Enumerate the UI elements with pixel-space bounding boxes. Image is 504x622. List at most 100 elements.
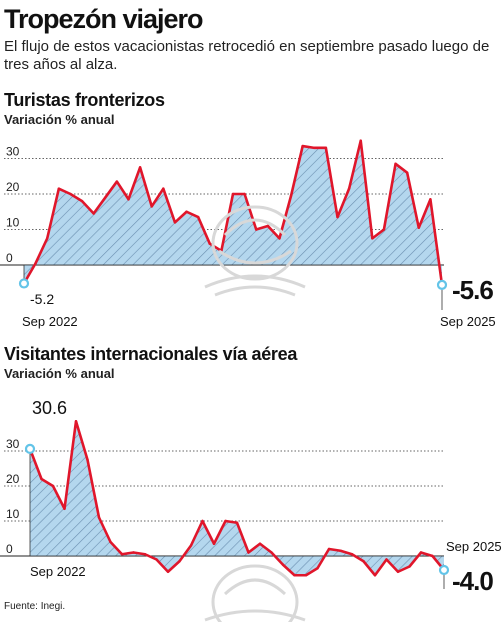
y-tick-label: 30 (6, 437, 20, 451)
data-point (385, 558, 388, 561)
data-point (417, 226, 420, 229)
data-point (74, 420, 78, 423)
eagle-seal-watermark-icon (204, 205, 306, 297)
data-point (86, 458, 89, 461)
source-note: Fuente: Inegi. (4, 601, 66, 612)
data-point (231, 192, 235, 196)
data-point (127, 198, 130, 201)
page-title: Tropezón viajero (4, 4, 204, 34)
y-tick-label: 10 (6, 216, 20, 230)
x-end-label: Sep 2025 (440, 314, 496, 329)
series-area (30, 421, 444, 576)
chart-1-title: Turistas fronterizos (4, 90, 165, 110)
data-point (40, 477, 43, 481)
data-point (316, 567, 319, 570)
data-point (243, 192, 246, 196)
start-marker (24, 443, 36, 455)
chart-2: 0 10 20 30 30.6 -4.0 Sep 2022 Sep 2025 (0, 398, 502, 596)
data-point (394, 162, 397, 166)
data-point (115, 180, 119, 183)
data-point (80, 199, 84, 203)
data-point (405, 171, 409, 174)
first-value-label: 30.6 (32, 398, 67, 418)
data-point (224, 519, 227, 523)
data-point (347, 187, 351, 190)
x-start-label: Sep 2022 (30, 564, 86, 579)
data-point (359, 139, 362, 142)
data-point (208, 242, 211, 245)
data-point (143, 553, 147, 556)
data-point (304, 574, 308, 577)
data-point (63, 507, 66, 510)
data-point (371, 237, 374, 240)
eagle-seal-watermark-icon (204, 564, 306, 622)
data-point (109, 540, 112, 544)
data-point (212, 542, 216, 545)
end-marker (438, 564, 450, 576)
data-point (293, 574, 296, 577)
data-point (92, 212, 95, 215)
data-point (57, 187, 61, 190)
y-tick-label: 30 (6, 145, 20, 159)
data-point (408, 565, 411, 568)
data-point (373, 574, 377, 577)
data-point (429, 198, 432, 201)
data-point (201, 519, 204, 523)
y-tick-label: 0 (6, 251, 13, 265)
y-tick-label: 20 (6, 180, 20, 194)
data-point (327, 547, 331, 551)
data-point (178, 560, 181, 563)
data-point (132, 551, 135, 554)
data-point (336, 215, 339, 219)
data-point (289, 194, 293, 197)
last-value-label: -4.0 (452, 566, 493, 596)
data-point (97, 516, 101, 519)
data-point (258, 542, 262, 545)
first-value-label: -5.2 (30, 291, 54, 307)
data-point (350, 553, 354, 556)
data-point (301, 144, 304, 148)
data-point (34, 262, 37, 265)
x-start-label: Sep 2022 (22, 314, 78, 329)
y-tick-label: 0 (6, 542, 13, 556)
data-point (396, 570, 400, 573)
data-point (339, 549, 342, 552)
end-marker (436, 279, 448, 290)
chart-2-title: Visitantes internacionales vía aérea (4, 344, 298, 364)
y-tick-label: 20 (6, 472, 20, 486)
data-point (51, 484, 55, 488)
data-point (255, 228, 258, 231)
data-point (69, 192, 72, 196)
data-point (382, 228, 386, 231)
data-point (162, 187, 165, 190)
last-value-label: -5.6 (452, 275, 493, 305)
data-point (150, 205, 153, 208)
data-point (120, 553, 124, 556)
data-point (104, 196, 107, 199)
chart-2-ylabel: Variación % anual (4, 366, 115, 381)
data-point (173, 221, 177, 224)
data-point (189, 544, 193, 547)
data-point (196, 215, 200, 219)
data-point (155, 558, 158, 561)
x-end-label: Sep 2025 (446, 539, 502, 554)
data-point (324, 146, 328, 150)
data-point (281, 563, 285, 566)
data-point (166, 570, 170, 573)
y-tick-label: 10 (6, 507, 20, 521)
data-point (46, 237, 49, 240)
data-point (431, 554, 434, 558)
data-point (362, 560, 365, 563)
start-marker (18, 278, 30, 289)
data-point (185, 210, 188, 213)
data-point (313, 146, 316, 150)
data-point (278, 237, 281, 240)
data-point (266, 224, 270, 228)
page-subtitle: El flujo de estos vacacionistas retroced… (4, 38, 490, 73)
data-point (247, 551, 250, 554)
data-point (270, 551, 273, 554)
data-point (235, 521, 239, 524)
data-point (138, 166, 142, 169)
data-point (419, 551, 423, 554)
chart-1-ylabel: Variación % anual (4, 112, 115, 127)
